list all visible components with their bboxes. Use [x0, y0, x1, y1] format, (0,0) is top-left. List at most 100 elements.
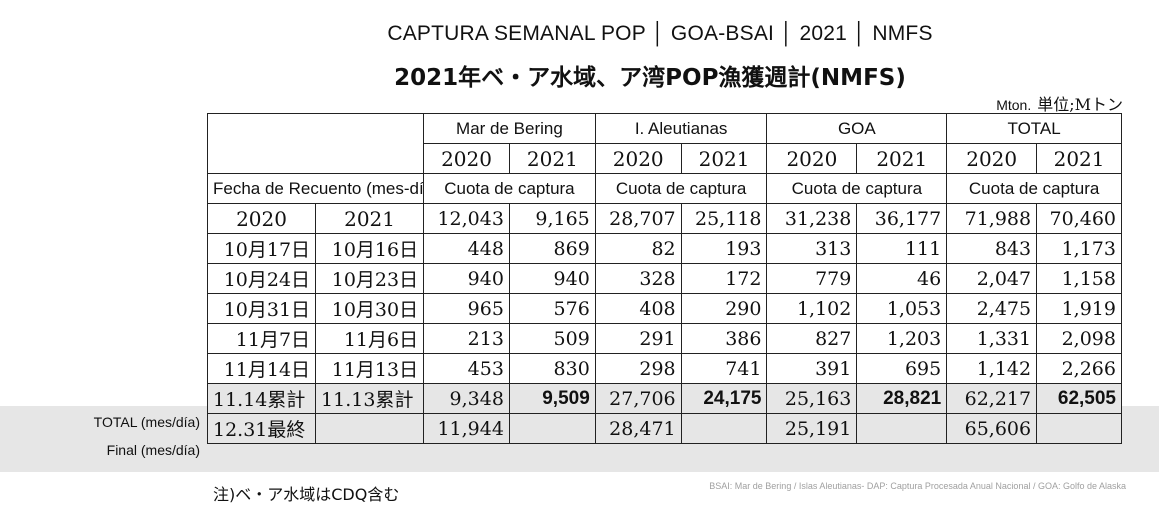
catch-value: 1,331	[946, 323, 1038, 354]
final-date-2020: 12.31最終	[206, 413, 317, 444]
final-row-label: Final (mes/día)	[106, 442, 200, 458]
weekly-rows: 10月17日 10月16日 448 869 82 193 313 111 843 1,173 10月…	[206, 233, 1122, 384]
catch-value: 1,203	[856, 323, 948, 354]
catch-value: 453	[423, 353, 510, 384]
catch-value: 193	[680, 233, 768, 264]
catch-value: 2,098	[1036, 323, 1122, 354]
year-2020-label: 2020	[206, 203, 317, 234]
weekly-row: 10月31日 10月30日 965 576 408 290 1,102 1,053 2,475 1…	[206, 293, 1122, 324]
total-row: 11.14累計 11.13累計 9,348 9,509 27,706 24,17…	[206, 383, 1122, 414]
date-2020: 10月31日	[206, 293, 317, 324]
quota-value: 36,177	[856, 203, 948, 234]
catch-value: 843	[946, 233, 1038, 264]
date-2020: 11月7日	[206, 323, 317, 354]
catch-value: 291	[594, 323, 682, 354]
year-header: 2021	[856, 143, 948, 174]
final-row: 12.31最終 11,944 28,471 25,191 65,606	[206, 413, 1122, 444]
total-date-2021: 11.13累計	[315, 383, 425, 414]
year-header: 2021	[508, 143, 596, 174]
final-empty	[315, 413, 425, 444]
total-value: 9,509	[508, 383, 596, 414]
catch-value: 2,475	[946, 293, 1038, 324]
final-row-band	[0, 439, 1159, 472]
catch-value: 830	[508, 353, 596, 384]
catch-value: 111	[856, 233, 948, 264]
quota-value: 70,460	[1036, 203, 1122, 234]
date-2020: 10月24日	[206, 263, 317, 294]
year-header: 2020	[594, 143, 682, 174]
total-value: 25,163	[766, 383, 858, 414]
catch-value: 448	[423, 233, 510, 264]
catch-value: 779	[766, 263, 858, 294]
date-2020: 10月17日	[206, 233, 317, 264]
year-header: 2020	[766, 143, 858, 174]
catch-value: 2,266	[1036, 353, 1122, 384]
year-header-row: 2020 2021 2020 2021 2020 2021 2020 2021	[208, 143, 1122, 174]
date-2020: 11月14日	[206, 353, 317, 384]
year-2021-label: 2021	[315, 203, 425, 234]
total-value: 62,505	[1036, 383, 1122, 414]
footnote-source: BSAI: Mar de Bering / Islas Aleutianas- …	[709, 481, 1126, 491]
catch-value: 328	[594, 263, 682, 294]
title-japanese: 2021年ベ・ア水域、ア湾POP漁獲週計(NMFS)	[394, 65, 906, 91]
final-value: 25,191	[766, 413, 858, 444]
weekly-row: 11月14日 11月13日 453 830 298 741 391 695 1,142 2,266	[206, 353, 1122, 384]
final-empty	[508, 413, 596, 444]
catch-table: Mar de Bering I. Aleutianas GOA TOTAL 20…	[206, 113, 1122, 444]
catch-value: 290	[680, 293, 768, 324]
footnote-japanese: 注)ベ・ア水域はCDQ含む	[213, 485, 400, 504]
catch-value: 2,047	[946, 263, 1038, 294]
final-value: 65,606	[946, 413, 1038, 444]
catch-value: 1,053	[856, 293, 948, 324]
quota-label: Cuota de captura	[594, 173, 768, 204]
final-empty	[680, 413, 768, 444]
quota-value: 31,238	[766, 203, 858, 234]
blank-header-cell	[206, 113, 425, 174]
catch-value: 46	[856, 263, 948, 294]
year-header: 2021	[680, 143, 768, 174]
quota-value: 9,165	[508, 203, 596, 234]
unit-japanese: 単位;Mトン	[1037, 95, 1123, 114]
region-header-row: Mar de Bering I. Aleutianas GOA TOTAL	[206, 113, 1122, 174]
date-2021: 11月13日	[315, 353, 425, 384]
fecha-label: Fecha de Recuento (mes-día)	[206, 173, 425, 204]
catch-value: 827	[766, 323, 858, 354]
catch-value: 695	[856, 353, 948, 384]
final-empty	[1036, 413, 1122, 444]
quota-value: 12,043	[423, 203, 510, 234]
catch-value: 1,919	[1036, 293, 1122, 324]
unit-latin: Mton.	[996, 97, 1032, 113]
final-empty	[856, 413, 948, 444]
year-header: 2020	[423, 143, 510, 174]
catch-value: 509	[508, 323, 596, 354]
catch-value: 213	[423, 323, 510, 354]
total-value: 24,175	[680, 383, 768, 414]
total-row-label: TOTAL (mes/día)	[93, 414, 200, 430]
quota-value: 25,118	[680, 203, 768, 234]
catch-value: 408	[594, 293, 682, 324]
catch-value: 82	[594, 233, 682, 264]
region-header: Mar de Bering	[423, 113, 596, 144]
unit-label: Mton. 単位;Mトン	[996, 91, 1123, 115]
quota-label-row: Fecha de Recuento (mes-día) Cuota de cap…	[206, 173, 1122, 204]
catch-value: 576	[508, 293, 596, 324]
catch-value: 391	[766, 353, 858, 384]
total-value: 27,706	[594, 383, 682, 414]
weekly-row: 10月17日 10月16日 448 869 82 193 313 111 843 1,173	[206, 233, 1122, 264]
catch-value: 298	[594, 353, 682, 384]
year-header: 2020	[946, 143, 1038, 174]
catch-value: 940	[423, 263, 510, 294]
quota-label: Cuota de captura	[946, 173, 1122, 204]
region-header: I. Aleutianas	[594, 113, 768, 144]
title-spanish: CAPTURA SEMANAL POP │ GOA-BSAI │ 2021 │ …	[387, 22, 933, 45]
catch-value: 1,102	[766, 293, 858, 324]
catch-value: 1,158	[1036, 263, 1122, 294]
quota-label: Cuota de captura	[766, 173, 948, 204]
catch-value: 1,173	[1036, 233, 1122, 264]
catch-value: 869	[508, 233, 596, 264]
quota-row: 2020 2021 12,043 9,165 28,707 25,118 31,…	[206, 203, 1122, 234]
quota-value: 71,988	[946, 203, 1038, 234]
region-header: TOTAL	[946, 113, 1122, 144]
total-value: 9,348	[423, 383, 510, 414]
date-2021: 10月16日	[315, 233, 425, 264]
